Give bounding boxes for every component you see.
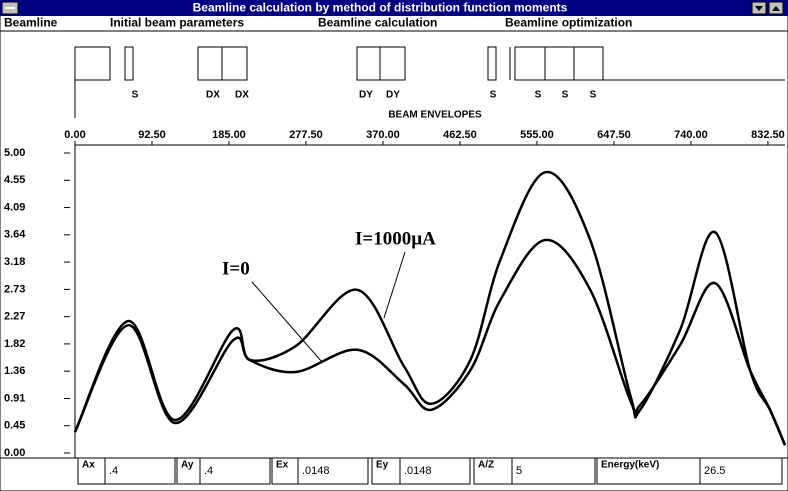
element-box	[197, 46, 223, 81]
maximize-icon	[772, 6, 780, 11]
element-label: S	[562, 90, 569, 101]
y-tick-label: 2.73	[4, 283, 25, 295]
param-value: .0148	[404, 465, 432, 477]
element-box	[124, 46, 134, 81]
leader-line	[383, 251, 406, 319]
param-label: Energy(keV)	[601, 460, 659, 471]
element-box	[74, 46, 111, 81]
y-tick-label: 4.55	[4, 174, 25, 186]
y-tick-label: 5.00	[4, 147, 25, 159]
param-label: Ay	[181, 460, 194, 471]
x-tick-label: 92.50	[138, 129, 166, 141]
element-box	[573, 46, 604, 81]
x-tick-label: 462.50	[443, 129, 477, 141]
param-field[interactable]	[511, 457, 596, 485]
y-tick-label: 3.64	[4, 229, 26, 241]
menu-item[interactable]: Initial beam parameters	[110, 16, 244, 30]
element-label: DX	[235, 90, 249, 101]
menu-bar: Beamline Initial beam parameters Beamline …	[4, 16, 632, 30]
envelope-line	[73, 170, 787, 446]
element-box	[514, 46, 546, 81]
param-field[interactable]	[104, 457, 176, 485]
x-tick-label: 740.00	[674, 129, 708, 141]
param-field[interactable]	[297, 457, 369, 485]
system-menu-icon	[5, 7, 15, 9]
param-label-box	[473, 457, 513, 485]
annotation: I=0	[222, 258, 250, 279]
param-label: A/Z	[478, 460, 494, 471]
y-tick-label: 2.27	[4, 311, 25, 323]
leader-line	[251, 281, 323, 363]
y-tick-label: 4.09	[4, 201, 25, 213]
x-tick-label: 370.00	[366, 129, 400, 141]
window-title: Beamline calculation by method of distri…	[193, 1, 568, 15]
element-box	[379, 46, 406, 81]
element-box	[221, 46, 248, 81]
param-value: .0148	[302, 465, 330, 477]
param-label-box	[596, 457, 701, 485]
element-box	[356, 46, 381, 81]
param-value: .4	[109, 465, 118, 477]
element-box	[544, 46, 575, 81]
param-field[interactable]	[199, 457, 271, 485]
element-label: S	[132, 90, 139, 101]
x-tick-label: 277.50	[289, 129, 323, 141]
envelope-line	[73, 238, 787, 446]
y-tick-label: 0.91	[4, 392, 25, 404]
menu-item[interactable]: Beamline optimization	[505, 16, 632, 30]
param-value: 5	[516, 465, 522, 477]
param-value: .4	[204, 465, 213, 477]
menu-item[interactable]: Beamline calculation	[318, 16, 437, 30]
annotation: I=1000µA	[355, 228, 436, 249]
title-bar	[0, 0, 788, 16]
y-tick-label: 1.82	[4, 338, 25, 350]
param-label: Ey	[376, 460, 389, 471]
x-tick-label: 555.00	[520, 129, 554, 141]
param-value: 26.5	[704, 465, 725, 477]
element-label: DX	[206, 90, 220, 101]
x-tick-label: 832.50	[751, 129, 785, 141]
y-tick-label: 0.45	[4, 420, 25, 432]
x-tick-label: 185.00	[212, 129, 246, 141]
element-label: DY	[386, 90, 400, 101]
minimize-icon	[755, 6, 763, 11]
param-field[interactable]	[399, 457, 471, 485]
beamline-elements: S DX DX DY DY S S S S	[74, 46, 785, 118]
element-box	[487, 46, 497, 81]
param-label: Ex	[276, 460, 289, 471]
element-label: S	[535, 90, 542, 101]
beam-caption: BEAM ENVELOPES	[388, 110, 482, 121]
element-label: DY	[359, 90, 373, 101]
element-label: S	[590, 90, 597, 101]
x-tick-label: 0.00	[64, 129, 85, 141]
menu-item[interactable]: Beamline	[4, 16, 58, 30]
y-tick-label: 0.00	[4, 447, 25, 459]
y-tick-label: 3.18	[4, 256, 25, 268]
param-field[interactable]	[699, 457, 783, 485]
element-label: S	[490, 90, 497, 101]
param-label: Ax	[82, 460, 95, 471]
x-tick-label: 647.50	[597, 129, 631, 141]
y-tick-label: 1.36	[4, 365, 25, 377]
parameter-bar: Ax .4 Ay .4 Ex .0148 Ey .0148 A/Z 5 Energy(keV) 26.…	[77, 457, 783, 485]
